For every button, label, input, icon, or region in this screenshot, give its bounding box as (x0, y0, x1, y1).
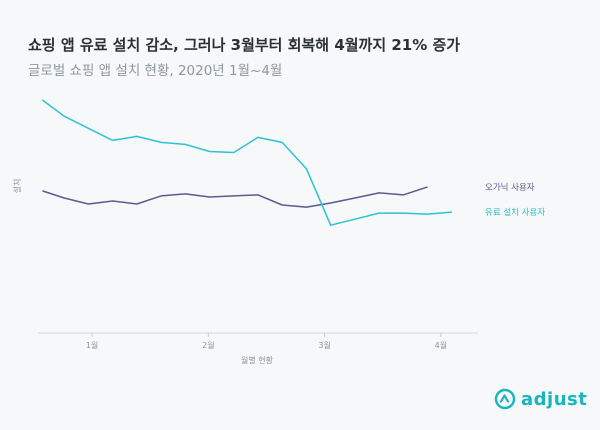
x-tick-label: 2월 (202, 340, 214, 350)
series-line-1 (42, 186, 428, 208)
chart-subtitle: 글로벌 쇼핑 앱 설치 현황, 2020년 1월~4월 (28, 63, 283, 79)
chart-title: 쇼핑 앱 유료 설치 감소, 그러나 3월부터 회복해 4월까지 21% 증가 (28, 36, 461, 54)
x-tick-label: 4월 (435, 340, 447, 350)
x-tick-label: 1월 (86, 340, 98, 350)
series-line-2 (41, 99, 452, 226)
series-label-2: 유료 설치 사용자 (485, 207, 545, 218)
series-label-1: 오가닉 사용자 (485, 183, 535, 193)
adjust-logo-icon (494, 388, 516, 410)
x-tick-label: 3월 (318, 340, 330, 350)
y-axis-label: 설치 (12, 179, 22, 194)
x-tick-group: 1월 2월 3월 4월 (86, 333, 447, 350)
adjust-logo-text: adjust (521, 388, 588, 410)
adjust-logo: adjust (494, 388, 587, 410)
x-axis-label: 월별 현황 (241, 355, 274, 365)
